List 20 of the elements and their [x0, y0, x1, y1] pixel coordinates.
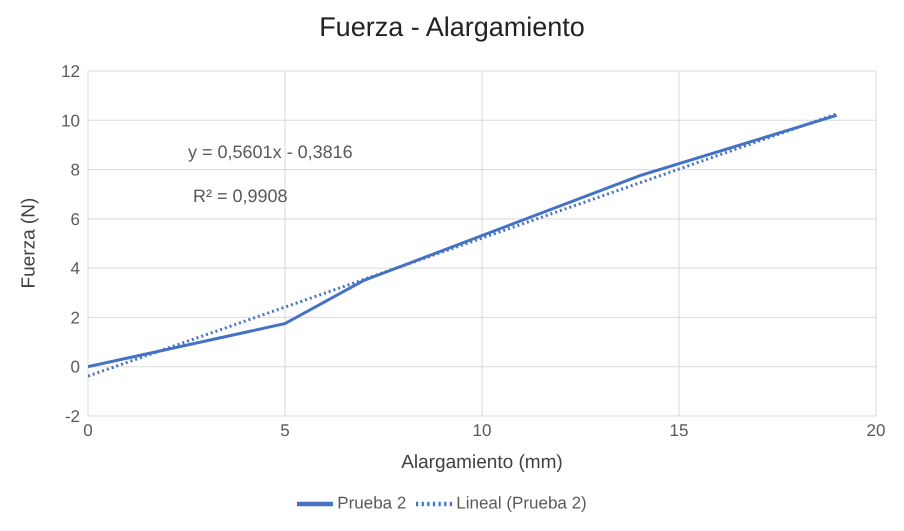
y-tick-label: 4: [70, 259, 80, 278]
x-tick-label: 5: [280, 421, 290, 440]
x-tick-label: 10: [472, 421, 492, 440]
chart-title: Fuerza - Alargamiento: [318, 11, 586, 44]
x-tick-label: 0: [83, 421, 93, 440]
y-tick-label: 0: [70, 358, 80, 377]
annotation: R² = 0,9908: [192, 185, 289, 208]
x-tick-label: 15: [670, 421, 688, 440]
y-tick-label: 2: [70, 308, 80, 328]
x-axis-title: Alargamiento (mm): [401, 452, 563, 473]
y-tick-label: 8: [70, 160, 80, 180]
y-tick-label: 10: [61, 111, 80, 130]
y-tick-label: 6: [70, 210, 80, 229]
y-tick-label: -2: [64, 407, 80, 426]
x-tick-label: 20: [866, 421, 886, 440]
y-tick-label: 12: [61, 62, 80, 82]
legend-label: Prueba 2: [337, 493, 406, 512]
annotation: y = 0,5601x - 0,3816: [188, 141, 353, 164]
y-axis-title: Fuerza (N): [18, 198, 40, 288]
legend-label: Lineal (Prueba 2): [456, 493, 587, 512]
